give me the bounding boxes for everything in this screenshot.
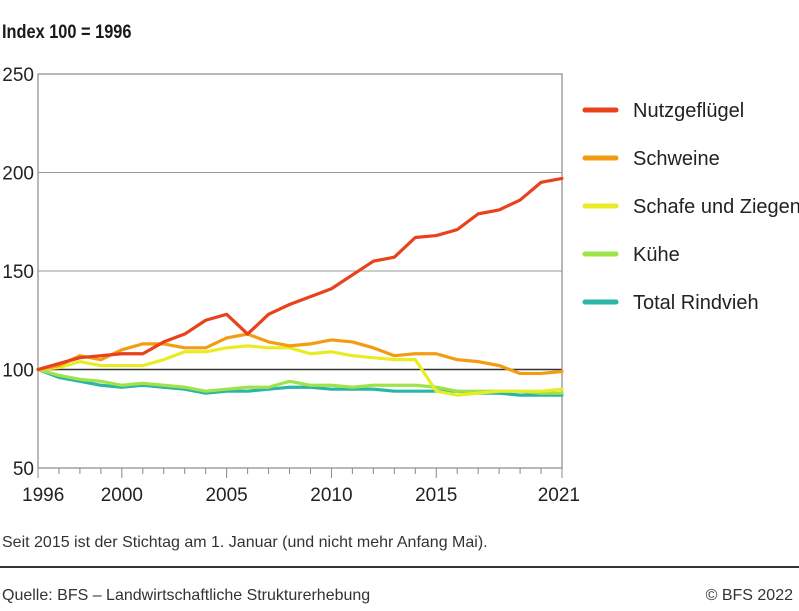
copyright-text: © BFS 2022: [705, 587, 793, 604]
legend-label: Total Rindvieh: [633, 292, 759, 314]
legend-label: Schafe und Ziegen: [633, 196, 799, 218]
grid-lines: [38, 73, 562, 469]
series-line: [36, 344, 564, 397]
x-tick-label: 1996: [22, 485, 64, 506]
x-axis: 1996 2000 2005 2010 2015 2021: [22, 468, 580, 506]
plot-area: [37, 73, 563, 469]
legend-label: Nutzgeflügel: [633, 100, 744, 122]
y-tick-label: 150: [2, 262, 34, 283]
chart-note: Seit 2015 ist der Stichtag am 1. Januar …: [2, 534, 488, 551]
source-text: Quelle: BFS – Landwirtschaftliche Strukt…: [2, 587, 371, 604]
y-tick-label: 50: [13, 459, 34, 480]
series-line: [36, 367, 564, 395]
y-tick-label: 200: [2, 164, 34, 185]
legend-label: Schweine: [633, 148, 720, 170]
y-tick-label: 100: [2, 361, 34, 382]
x-tick-label: 2010: [310, 485, 352, 506]
series-lines: [36, 176, 564, 397]
x-tick-label: 2005: [205, 485, 247, 506]
x-tick-label: 2015: [415, 485, 457, 506]
legend-label: Kühe: [633, 244, 680, 266]
y-tick-label: 250: [2, 65, 34, 86]
footer-divider: [0, 566, 799, 568]
series-line: [36, 176, 564, 372]
x-tick-label: 2021: [538, 485, 580, 506]
x-tick-label: 2000: [101, 485, 143, 506]
y-axis: 50 100 150 200 250: [2, 65, 34, 480]
legend: Nutzgeflügel Schweine Schafe und Ziegen Küh…: [582, 100, 799, 314]
series-line: [36, 332, 564, 376]
unit-label: Index 100 = 1996: [2, 22, 132, 43]
